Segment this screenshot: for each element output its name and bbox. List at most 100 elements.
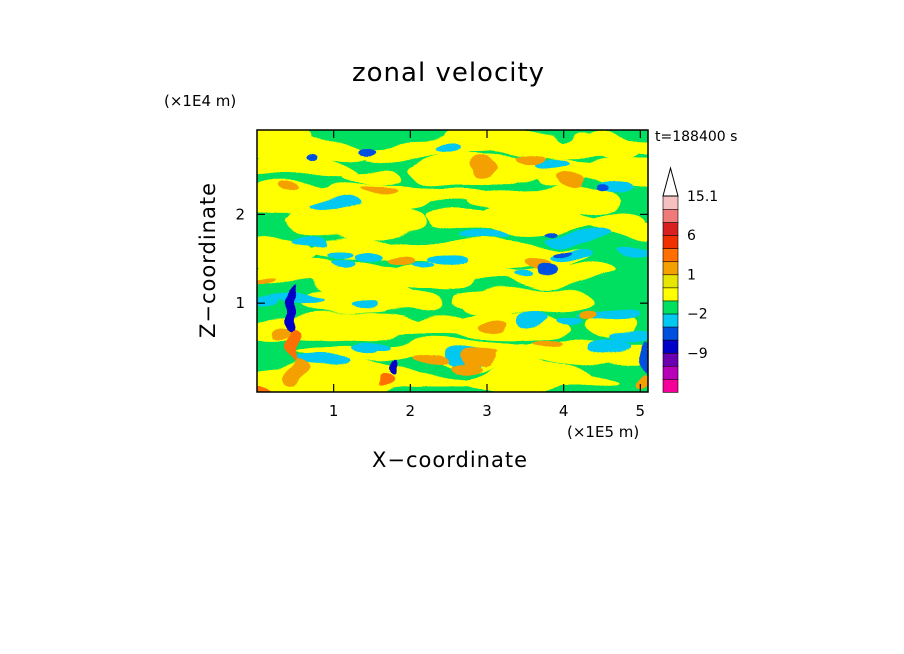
colorbar-swatch <box>662 287 679 302</box>
field-contour-patch <box>634 370 647 387</box>
field-contour-patch <box>353 301 378 309</box>
colorbar-tick-label: −9 <box>687 346 708 362</box>
colorbar-swatch <box>662 221 679 236</box>
field-contour-patch <box>512 266 533 274</box>
field-contour-patch <box>556 246 575 254</box>
field-contour-patch <box>515 314 551 327</box>
colorbar-swatch <box>662 313 679 328</box>
field-contour-patch <box>463 230 513 238</box>
field-contour-patch <box>389 255 415 268</box>
y-ticks: 12 <box>235 205 648 312</box>
field-contour-patch <box>283 211 406 229</box>
colorbar-swatch <box>662 261 679 276</box>
velocity-field <box>257 130 648 392</box>
colorbar-extend-arrow <box>662 166 679 197</box>
x-axis-label: X−coordinate <box>372 448 528 472</box>
field-contour-patch <box>358 142 378 152</box>
field-contour-patch <box>351 343 378 356</box>
field-contour-patch <box>295 235 330 245</box>
field-contour-patch <box>435 147 458 160</box>
colorbar-swatch <box>662 378 679 393</box>
field-contour-patch <box>478 319 506 330</box>
field-contour-patch <box>428 212 497 228</box>
field-contour-patch <box>614 248 648 258</box>
colorbar-swatch <box>662 326 679 341</box>
field-contour-patch <box>410 263 435 270</box>
field-contour-patch <box>306 198 363 210</box>
x-ticks: 1 2 3 4 5 <box>329 130 645 420</box>
field-contour-patch <box>482 289 561 315</box>
field-contour-patch <box>557 173 585 187</box>
field-contour-patch <box>293 263 397 294</box>
field-contour-patch <box>548 229 609 244</box>
field-contour-patch <box>289 329 302 366</box>
field-contour-patch <box>519 187 628 211</box>
field-contour-patch <box>640 342 648 371</box>
x-tick-label: 5 <box>636 402 646 420</box>
colorbar-swatch <box>662 234 679 249</box>
x-unit-label: (×1E5 m) <box>567 423 640 441</box>
plot-frame <box>256 129 649 393</box>
colorbar: 15.1 6 1 −2 −9 <box>662 166 718 393</box>
field-contour-patch <box>286 290 297 335</box>
x-tick-label: 2 <box>406 402 416 420</box>
field-contour-patch <box>407 160 521 186</box>
field-contour-patch <box>359 184 394 194</box>
colorbar-swatch <box>662 247 679 263</box>
y-tick-label: 2 <box>235 205 245 223</box>
field-contour-patch <box>359 293 433 312</box>
colorbar-swatch <box>662 339 679 354</box>
chart-title: zonal velocity <box>352 58 546 88</box>
field-contour-patch <box>560 317 584 326</box>
colorbar-swatch <box>662 300 679 315</box>
field-contour-patch <box>516 373 619 391</box>
field-contour-patch <box>329 261 359 271</box>
x-tick-label: 3 <box>482 402 492 420</box>
field-contour-patch <box>463 355 484 364</box>
field-contour-patch <box>533 339 560 348</box>
field-contour-patch <box>480 355 502 364</box>
field-contour-patch <box>514 155 546 164</box>
colorbar-swatch <box>662 274 679 289</box>
field-contour-patch <box>587 339 631 354</box>
field-contour-patch <box>474 162 497 176</box>
colorbar-tick-label: −2 <box>687 307 708 323</box>
field-contour-patch <box>257 130 311 157</box>
colorbar-tick-label: 1 <box>687 267 696 283</box>
y-tick-label: 1 <box>235 294 245 312</box>
field-contour-patch <box>257 156 359 179</box>
field-contour-patch <box>427 255 469 267</box>
field-contour-patch <box>584 135 638 160</box>
field-contour-patch <box>598 181 612 191</box>
time-label: t=188400 s <box>655 129 738 145</box>
colorbar-tick-label: 6 <box>687 228 696 244</box>
field-contour-patch <box>358 250 385 264</box>
x-tick-label: 1 <box>329 402 339 420</box>
field-contour-patch <box>391 361 399 378</box>
x-tick-label: 4 <box>559 402 569 420</box>
field-contour-patch <box>579 309 597 321</box>
field-contour-patch <box>342 167 397 183</box>
field-contour-patch <box>289 364 310 385</box>
field-contour-patch <box>309 155 321 164</box>
field-contour-patch <box>359 371 483 387</box>
colorbar-swatch <box>662 365 679 380</box>
field-contour-patch <box>379 377 396 390</box>
field-contour-patch <box>534 159 571 170</box>
field-contour-patch <box>257 236 317 266</box>
field-contour-patch <box>326 248 357 261</box>
field-contour-patch <box>257 381 277 392</box>
field-contour-patch <box>549 225 562 231</box>
field-contour-patch <box>296 359 350 368</box>
field-contour-patch <box>479 142 544 157</box>
field-contour-patch <box>412 353 448 364</box>
colorbar-swatch <box>662 208 679 223</box>
field-contour-patch <box>269 296 327 304</box>
field-contour-patch <box>581 156 648 184</box>
field-blobs <box>257 130 648 392</box>
field-contour-patch <box>257 278 270 286</box>
field-contour-patch <box>586 209 640 234</box>
field-contour-patch <box>610 330 648 343</box>
